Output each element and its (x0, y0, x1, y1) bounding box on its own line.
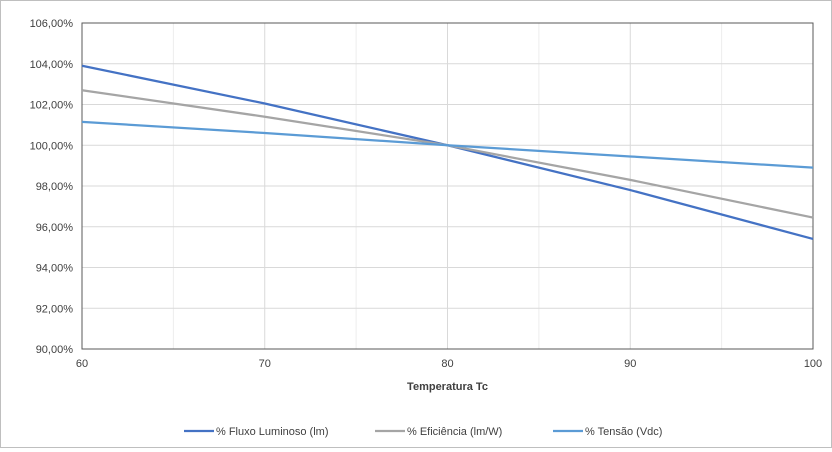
x-tick-label: 90 (624, 358, 636, 370)
x-tick-label: 100 (804, 358, 822, 370)
y-tick-label: 104,00% (30, 59, 74, 71)
x-tick-label: 80 (441, 358, 453, 370)
y-tick-label: 102,00% (30, 100, 74, 112)
legend-label: % Fluxo Luminoso (lm) (216, 426, 328, 438)
y-tick-label: 106,00% (30, 18, 74, 30)
x-tick-label: 70 (259, 358, 271, 370)
series-line (81, 120, 814, 169)
grid-lines (81, 22, 814, 350)
plot-area-border (81, 22, 814, 350)
x-tick-label: 60 (76, 358, 88, 370)
series-lines (81, 64, 814, 241)
y-tick-label: 92,00% (36, 303, 74, 315)
y-axis-tick-labels: 90,00% 92,00% 94,00% 96,00% 98,00% 100,00% 102… (30, 18, 74, 356)
y-tick-label: 96,00% (36, 222, 74, 234)
legend: % Fluxo Luminoso (lm) % Eficiência (lm/W)… (184, 426, 662, 438)
legend-label: % Eficiência (lm/W) (407, 426, 502, 438)
x-axis-tick-labels: 60 70 80 90 100 (76, 358, 822, 370)
x-axis-title: Temperatura Tc (407, 381, 488, 393)
y-tick-label: 98,00% (36, 181, 74, 193)
y-tick-label: 100,00% (30, 140, 74, 152)
y-tick-label: 90,00% (36, 344, 74, 356)
y-tick-label: 94,00% (36, 263, 74, 275)
legend-label: % Tensão (Vdc) (585, 426, 662, 438)
